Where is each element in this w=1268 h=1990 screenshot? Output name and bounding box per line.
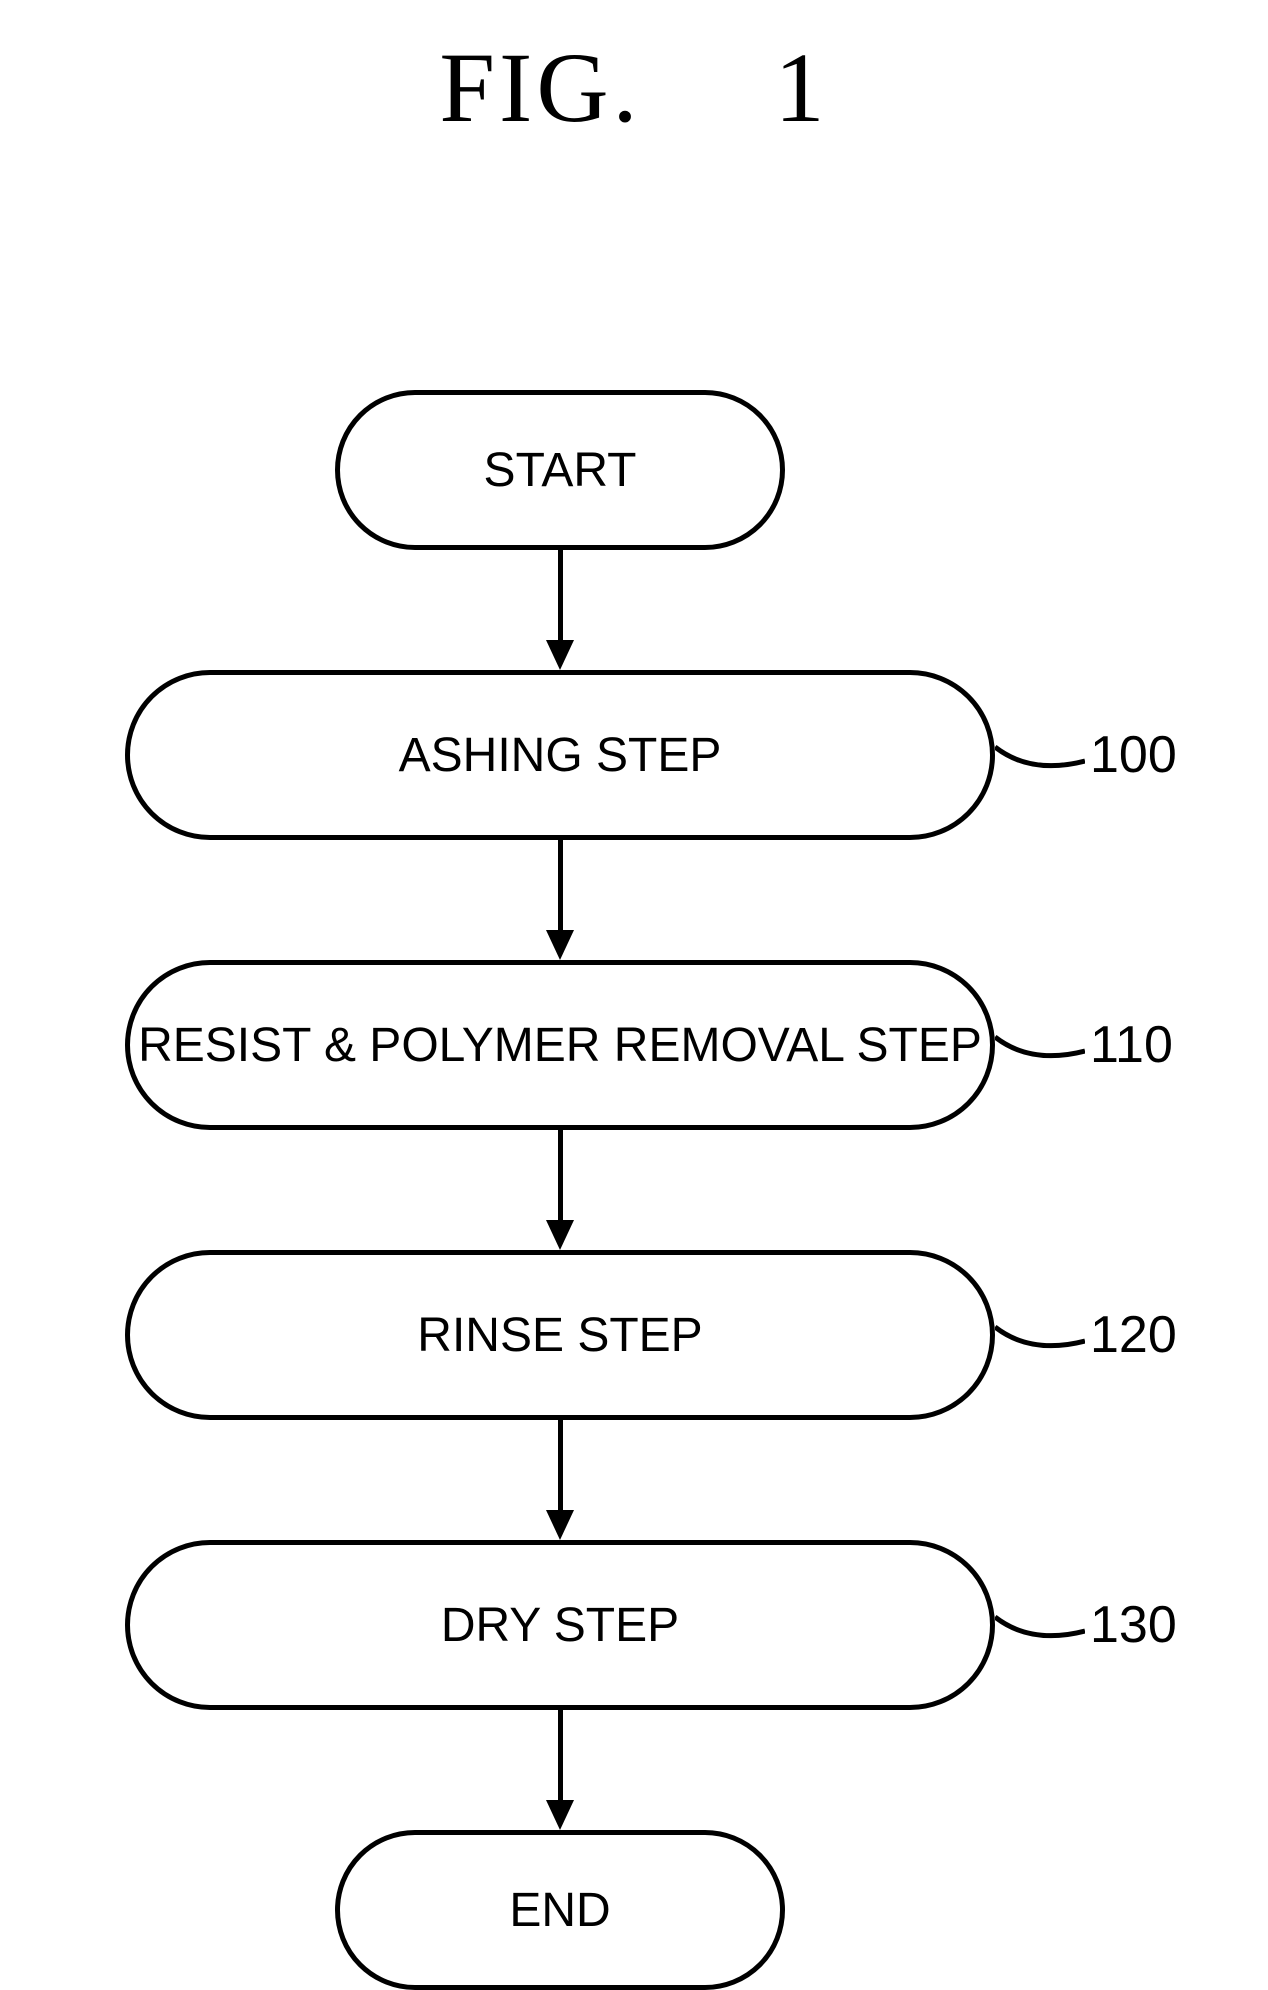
flow-node-label: END [509, 1883, 610, 1938]
flow-node-label: DRY STEP [441, 1598, 679, 1653]
ref-label-120: 120 [1090, 1305, 1177, 1365]
figure-title: FIG. 1 [0, 30, 1268, 145]
flow-node-label: START [484, 443, 637, 498]
flow-node-label: RESIST & POLYMER REMOVAL STEP [138, 1018, 982, 1073]
arrow-head-icon [546, 640, 574, 670]
flow-node-end: END [335, 1830, 785, 1990]
flow-node-label: ASHING STEP [399, 728, 722, 783]
arrow-head-icon [546, 1220, 574, 1250]
arrow-head-icon [546, 930, 574, 960]
flow-node-start: START [335, 390, 785, 550]
flow-node-ashing: ASHING STEP [125, 670, 995, 840]
flow-node-label: RINSE STEP [417, 1308, 702, 1363]
arrow-line [558, 840, 563, 930]
flow-node-rinse: RINSE STEP [125, 1250, 995, 1420]
leader-line [995, 1305, 1085, 1365]
ref-label-110: 110 [1090, 1015, 1173, 1075]
arrow-line [558, 1710, 563, 1800]
arrow-line [558, 1420, 563, 1510]
ref-label-130: 130 [1090, 1595, 1177, 1655]
arrow-line [558, 550, 563, 640]
flow-node-dry: DRY STEP [125, 1540, 995, 1710]
flow-node-removal: RESIST & POLYMER REMOVAL STEP [125, 960, 995, 1130]
leader-line [995, 1595, 1085, 1655]
arrow-head-icon [546, 1800, 574, 1830]
leader-line [995, 1015, 1085, 1075]
arrow-line [558, 1130, 563, 1220]
arrow-head-icon [546, 1510, 574, 1540]
ref-label-100: 100 [1090, 725, 1177, 785]
leader-line [995, 725, 1085, 785]
